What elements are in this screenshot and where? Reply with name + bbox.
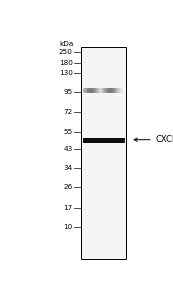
Text: 55: 55 (63, 129, 73, 135)
Text: 26: 26 (63, 184, 73, 190)
Text: 10: 10 (63, 224, 73, 230)
Text: 250: 250 (59, 49, 73, 55)
Text: 34: 34 (63, 165, 73, 171)
Text: CXCL12: CXCL12 (134, 135, 173, 144)
Text: 72: 72 (63, 109, 73, 115)
Text: 95: 95 (63, 89, 73, 95)
Text: 17: 17 (63, 205, 73, 211)
Text: 180: 180 (59, 60, 73, 66)
Text: kDa: kDa (60, 41, 74, 47)
Text: 130: 130 (59, 70, 73, 76)
Bar (81, 47, 126, 259)
Text: 43: 43 (63, 146, 73, 152)
